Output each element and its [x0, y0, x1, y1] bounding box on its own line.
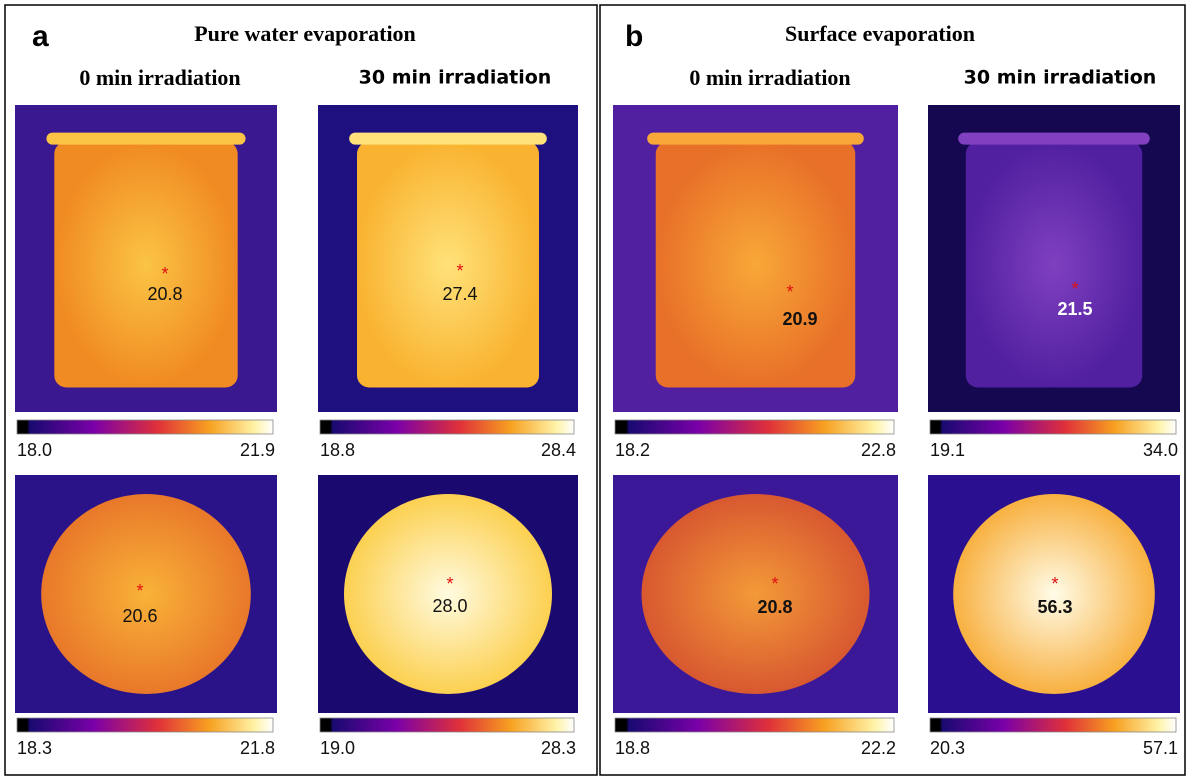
spot-temperature: 20.8	[147, 284, 182, 304]
spot-temperature: 21.5	[1057, 299, 1092, 319]
colorbar-min: 19.0	[320, 738, 355, 758]
colorbar	[615, 420, 894, 434]
colorbar	[320, 718, 574, 732]
beaker-top	[344, 494, 552, 694]
column-header: 30 min irradiation	[359, 67, 552, 89]
colorbar-max: 21.8	[240, 738, 275, 758]
colorbar-min: 18.8	[615, 738, 650, 758]
column-header: 0 min irradiation	[689, 65, 850, 90]
panel-title: Pure water evaporation	[194, 21, 416, 46]
colorbar	[17, 420, 273, 434]
beaker-top	[642, 494, 870, 694]
colorbar	[930, 718, 1176, 732]
beaker-top	[41, 494, 251, 694]
figure: a Pure water evaporation 0 min irradiation…	[0, 0, 1190, 779]
colorbar-max: 34.0	[1143, 440, 1178, 460]
colorbar-max: 28.3	[541, 738, 576, 758]
beaker-rim	[647, 133, 864, 145]
spot-temperature: 28.0	[432, 596, 467, 616]
spot-temperature: 20.8	[757, 597, 792, 617]
colorbar	[320, 420, 574, 434]
hotspot-marker: *	[161, 264, 168, 284]
colorbar-max: 22.8	[861, 440, 896, 460]
beaker-rim	[958, 133, 1150, 145]
hotspot-marker: *	[446, 574, 453, 594]
spot-temperature: 56.3	[1037, 597, 1072, 617]
beaker-body	[357, 142, 539, 388]
colorbar	[615, 718, 894, 732]
hotspot-marker: *	[456, 261, 463, 281]
column-header: 0 min irradiation	[79, 65, 240, 90]
hotspot-marker: *	[136, 581, 143, 601]
colorbar-max: 22.2	[861, 738, 896, 758]
colorbar-min: 18.2	[615, 440, 650, 460]
panel-label: a	[32, 20, 49, 53]
colorbar-min: 18.0	[17, 440, 52, 460]
colorbar	[930, 420, 1176, 434]
spot-temperature: 27.4	[442, 284, 477, 304]
hotspot-marker: *	[1051, 574, 1058, 594]
colorbar-min: 20.3	[930, 738, 965, 758]
panel-label: b	[625, 20, 643, 53]
colorbar	[17, 718, 273, 732]
page: {"panels": [ {"label": "a", "title": "Pu…	[0, 0, 1190, 779]
colorbar-min: 18.3	[17, 738, 52, 758]
spot-temperature: 20.6	[122, 606, 157, 626]
beaker-rim	[349, 133, 547, 145]
hotspot-marker: *	[771, 574, 778, 594]
hotspot-marker: *	[1071, 279, 1078, 299]
hotspot-marker: *	[786, 282, 793, 302]
colorbar-max: 28.4	[541, 440, 576, 460]
panel-title: Surface evaporation	[785, 21, 975, 46]
beaker-rim	[46, 133, 245, 145]
beaker-body	[656, 142, 856, 388]
colorbar-max: 57.1	[1143, 738, 1178, 758]
colorbar-min: 18.8	[320, 440, 355, 460]
beaker-body	[966, 142, 1142, 388]
column-header: 30 min irradiation	[964, 67, 1157, 89]
spot-temperature: 20.9	[782, 309, 817, 329]
colorbar-min: 19.1	[930, 440, 965, 460]
colorbar-max: 21.9	[240, 440, 275, 460]
beaker-body	[54, 142, 237, 388]
beaker-top	[953, 494, 1155, 694]
